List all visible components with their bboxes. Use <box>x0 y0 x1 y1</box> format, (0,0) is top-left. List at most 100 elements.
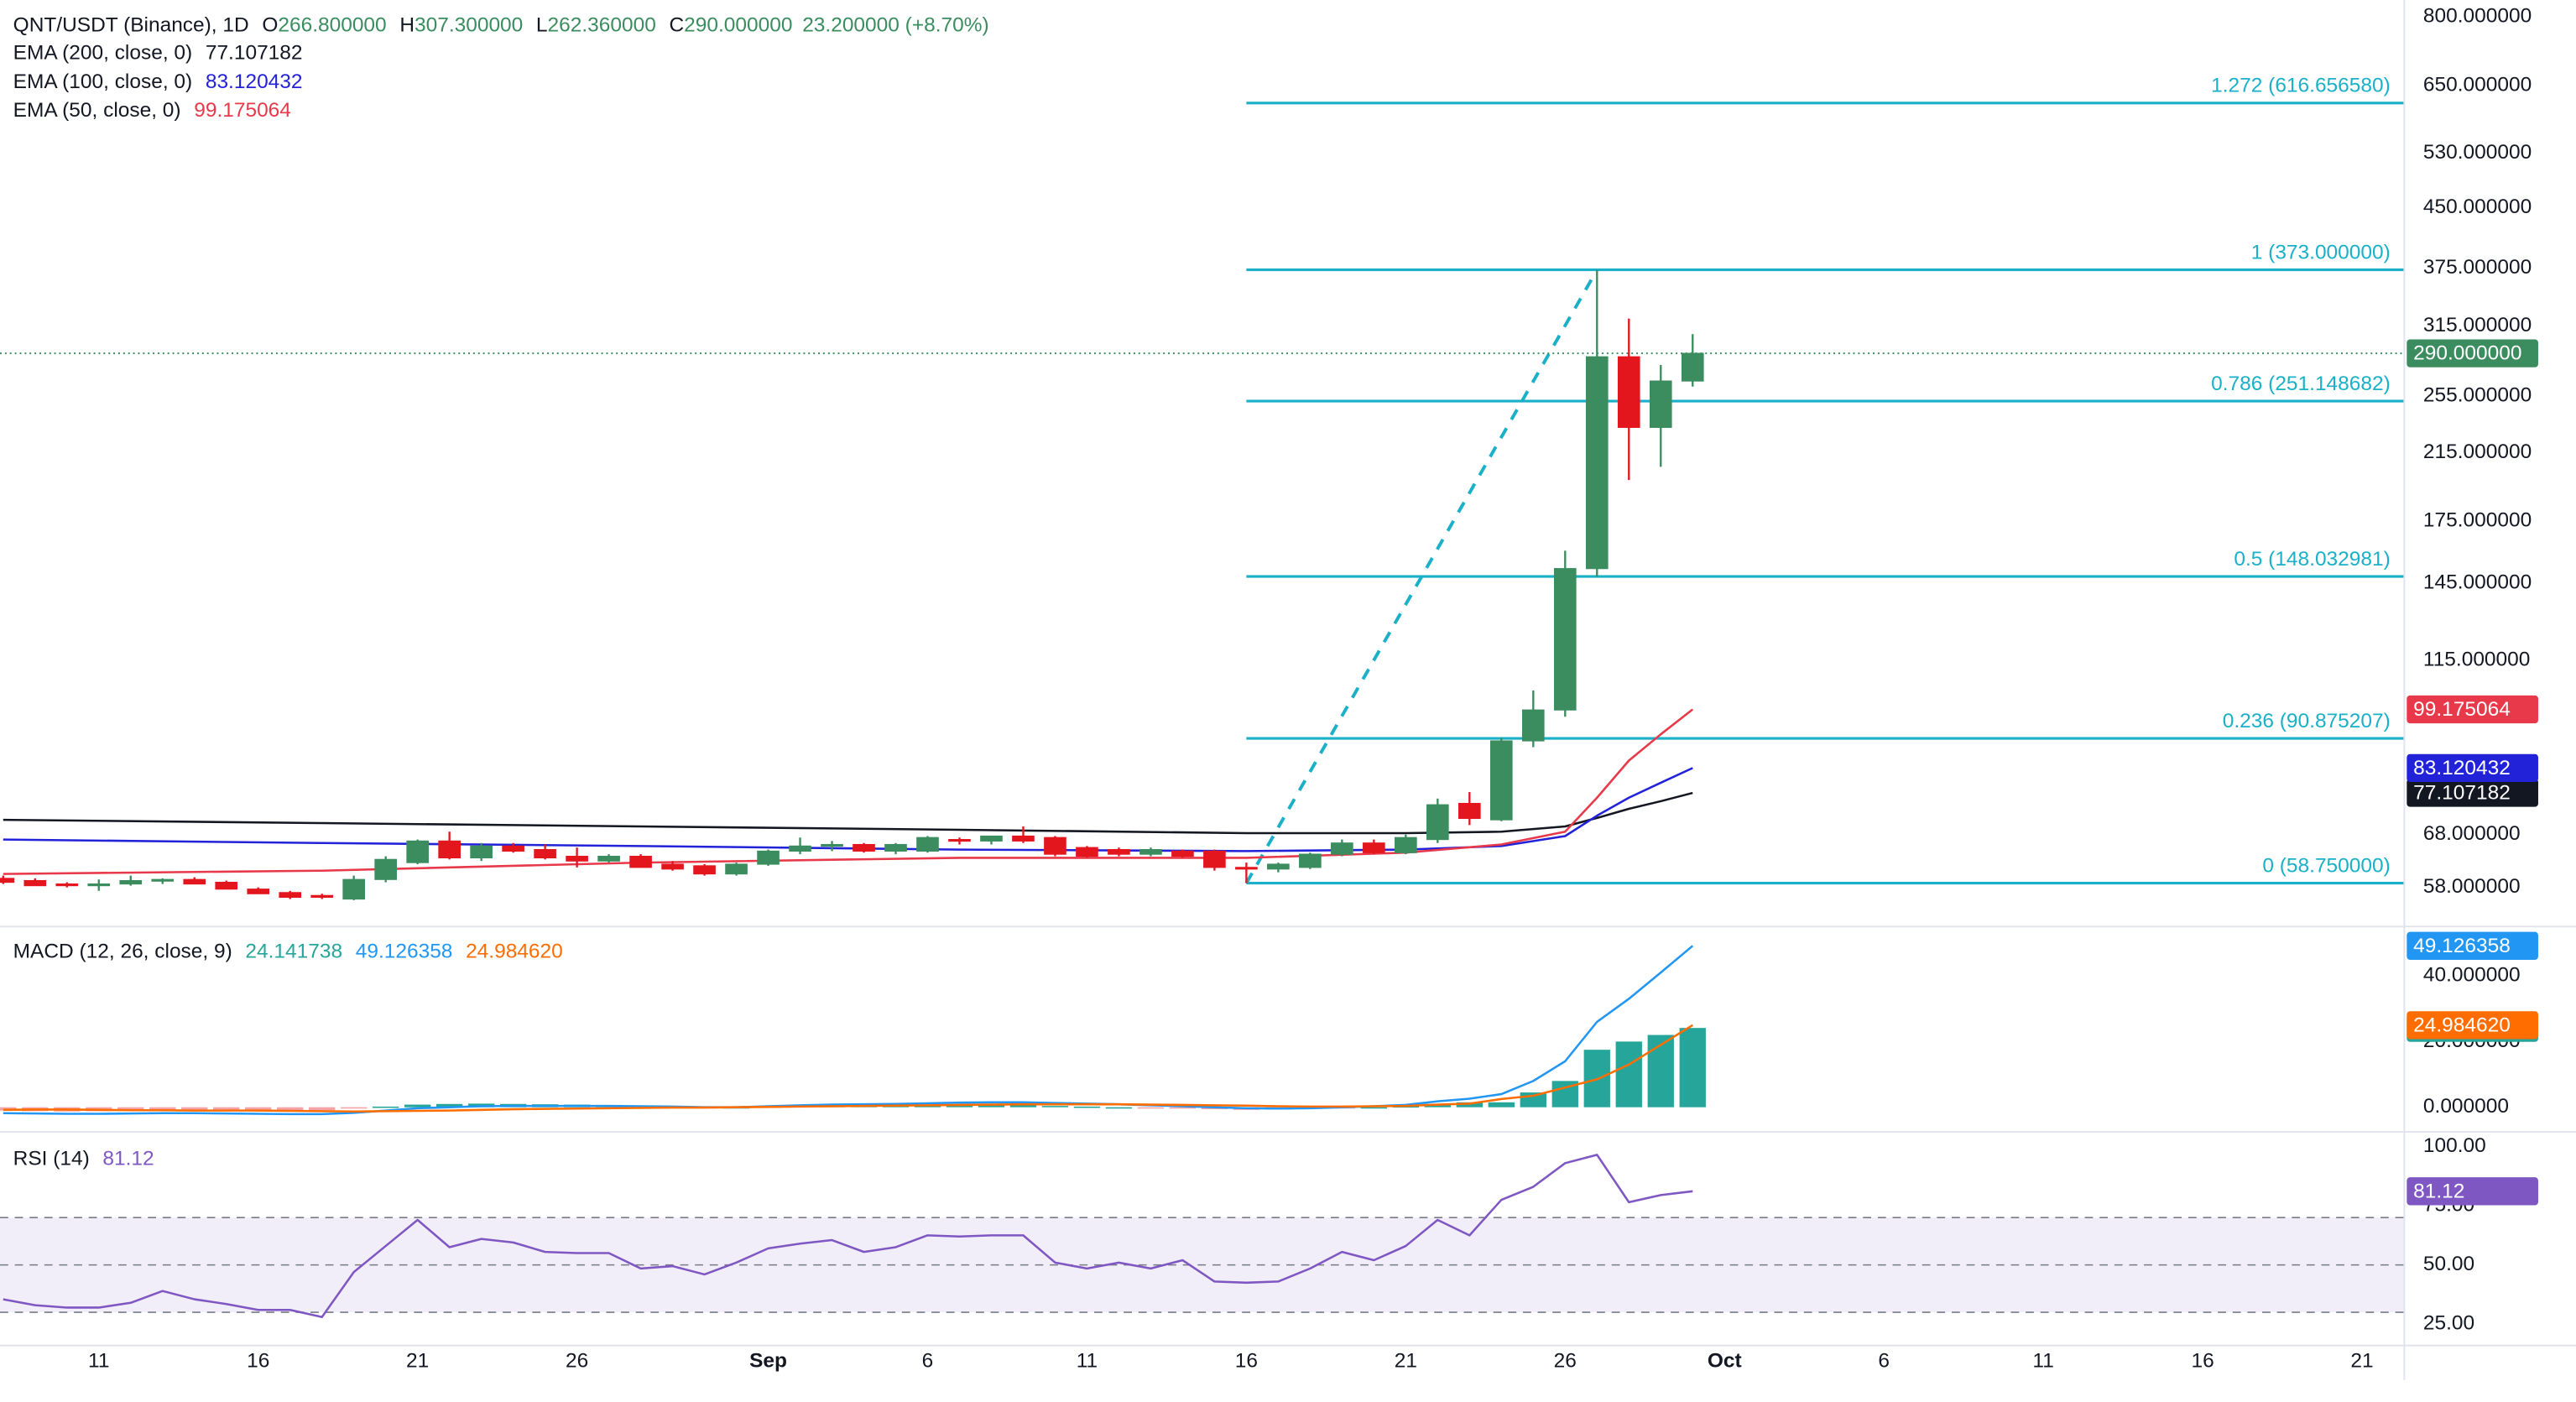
price-badge-label: 49.126358 <box>2413 935 2511 957</box>
legend-entry: EMA (200, close, 0) 77.107182 <box>13 42 303 65</box>
candle-body <box>948 839 971 842</box>
y-tick-label: 315.000000 <box>2423 314 2532 336</box>
x-tick-label: 6 <box>922 1350 934 1373</box>
candle-body <box>1076 847 1098 857</box>
candle-body <box>661 863 684 870</box>
x-tick-label: 16 <box>2191 1350 2214 1373</box>
macd-histogram-bar <box>149 1107 176 1111</box>
candle-body <box>853 843 875 852</box>
y-tick-label: 50.00 <box>2423 1253 2474 1275</box>
price-badge <box>2407 931 2538 960</box>
macd-histogram-bar <box>978 1104 1005 1108</box>
x-tick-label: 6 <box>1878 1350 1890 1373</box>
legend-value: 99.175064 <box>194 100 291 122</box>
rsi-line <box>3 1154 1693 1319</box>
x-tick-label: 11 <box>1077 1350 1098 1373</box>
fib-label: 0 (58.750000) <box>2262 854 2390 877</box>
ohlc-value: 290.000000 <box>684 14 792 37</box>
price-badge <box>2407 1011 2538 1040</box>
ohlc-value: 262.360000 <box>548 14 656 37</box>
candle-body <box>1585 356 1609 570</box>
fib-label: 0.236 (90.875207) <box>2223 710 2391 732</box>
macd-histogram-bar <box>277 1107 304 1111</box>
candle-body <box>1649 380 1672 428</box>
ohlc-key: H <box>399 14 415 37</box>
macd-histogram-bar <box>341 1107 368 1109</box>
macd-histogram-bar <box>1456 1102 1483 1108</box>
candle-body <box>1458 802 1481 820</box>
candle-body <box>502 845 524 852</box>
indicator-label: RSI (14) <box>13 1148 90 1170</box>
candle-body <box>23 879 47 887</box>
candle-body <box>119 879 143 885</box>
candle-body <box>1171 850 1194 857</box>
candle-body <box>597 855 620 862</box>
legend-value: 49.126358 <box>356 941 453 963</box>
indicator-label: MACD (12, 26, close, 9) <box>13 941 232 963</box>
macd-histogram-bar <box>1360 1107 1388 1109</box>
price-badge <box>2407 1177 2538 1206</box>
y-tick-label: 145.000000 <box>2423 571 2532 594</box>
x-tick-label: 21 <box>2350 1350 2373 1373</box>
y-tick-label: 650.000000 <box>2423 73 2532 96</box>
y-tick-label: 800.000000 <box>2423 4 2532 27</box>
ohlc-key: L <box>536 14 548 37</box>
candle-body <box>1395 837 1417 853</box>
legend-name: EMA (100, close, 0) <box>13 70 193 93</box>
candle-body <box>1203 850 1226 868</box>
price-badge <box>2407 695 2538 724</box>
macd-histogram-bar <box>309 1107 336 1111</box>
price-badge-label: 77.107182 <box>2413 781 2511 804</box>
header: QNT/USDT (Binance), 1D O266.800000 H307.30… <box>13 14 989 37</box>
candle-body <box>757 850 780 865</box>
macd-histogram-bar <box>946 1104 973 1108</box>
change: 23.200000 (+8.70%) <box>802 14 988 37</box>
ohlc-key: C <box>670 14 685 37</box>
y-tick-label: 58.000000 <box>2423 875 2521 898</box>
x-tick-label: 21 <box>406 1350 429 1373</box>
price-badge-label: 83.120432 <box>2413 757 2511 779</box>
legend-name: EMA (50, close, 0) <box>13 100 181 122</box>
x-tick-label: 26 <box>566 1350 588 1373</box>
y-tick-label: 450.000000 <box>2423 195 2532 218</box>
candle-body <box>1553 568 1577 711</box>
legend-value: 24.141738 <box>245 941 342 963</box>
macd-histogram-bar <box>404 1104 431 1108</box>
y-tick-label: 68.000000 <box>2423 822 2521 845</box>
candle-body <box>1681 352 1704 382</box>
macd-histogram-bar <box>181 1107 208 1110</box>
candle-body <box>0 878 15 883</box>
y-tick-label: 530.000000 <box>2423 141 2532 164</box>
candle-body <box>279 892 302 899</box>
candle-body <box>1299 853 1322 868</box>
candle-body <box>916 837 939 852</box>
candle-body <box>1012 835 1035 842</box>
candle-body <box>693 865 716 875</box>
price-badge-label: 290.000000 <box>2413 342 2521 365</box>
candle-body <box>1426 804 1449 841</box>
macd-histogram-bar <box>245 1107 272 1111</box>
y-tick-label: 375.000000 <box>2423 256 2532 279</box>
price-badge <box>2407 339 2538 367</box>
candle-body <box>310 894 334 899</box>
candle-body <box>87 883 111 887</box>
y-tick-label: 100.00 <box>2423 1134 2486 1157</box>
candle-body <box>1235 867 1258 870</box>
price-badge-label: 81.12 <box>2413 1180 2464 1202</box>
candle-body <box>438 840 461 859</box>
macd-histogram-bar <box>1041 1106 1069 1108</box>
price-badge-label: 24.984620 <box>2413 1014 2511 1036</box>
legend-entry: EMA (100, close, 0) 83.120432 <box>13 70 303 93</box>
symbol-title: QNT/USDT (Binance), 1D <box>13 14 249 37</box>
legend-value: 83.120432 <box>206 70 303 93</box>
y-tick-label: 255.000000 <box>2423 383 2532 406</box>
macd-histogram-bar <box>1169 1107 1197 1109</box>
legend-name: EMA (200, close, 0) <box>13 42 193 65</box>
macd-histogram-bar <box>213 1107 240 1111</box>
candle-body <box>821 843 843 847</box>
price-badge-label: 99.175064 <box>2413 698 2511 721</box>
price-badge <box>2407 779 2538 807</box>
price-badge <box>2407 753 2538 782</box>
candle-body <box>789 845 811 852</box>
